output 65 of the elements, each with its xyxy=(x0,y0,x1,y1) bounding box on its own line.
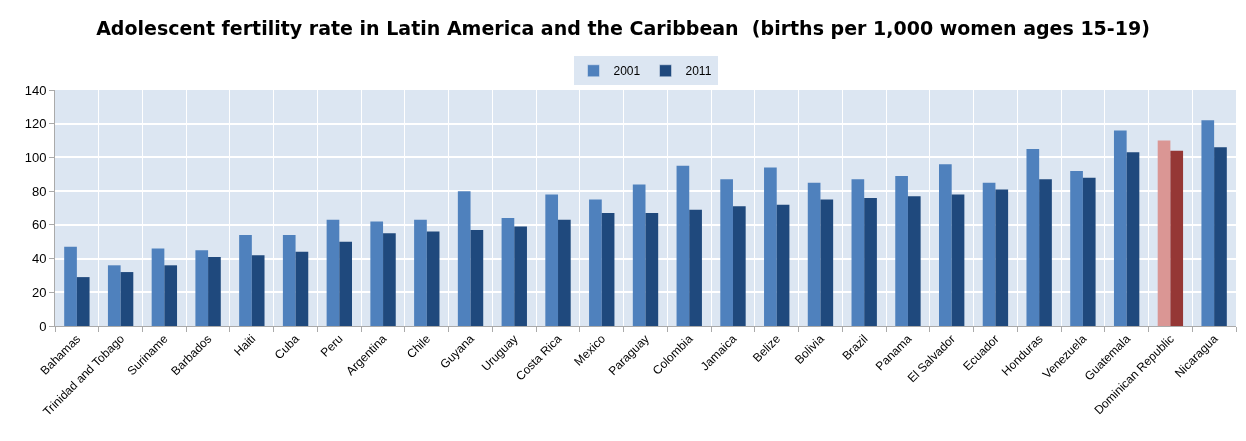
bar xyxy=(689,209,702,326)
bar xyxy=(120,272,134,326)
bar xyxy=(951,194,965,326)
bar xyxy=(720,179,733,326)
y-tick-label: 0 xyxy=(39,318,47,334)
bar xyxy=(601,213,615,326)
bar xyxy=(457,191,471,326)
bar xyxy=(776,204,790,326)
bar xyxy=(895,175,908,326)
bar xyxy=(1113,130,1127,326)
bar xyxy=(1026,149,1040,326)
legend-label: 2001 xyxy=(613,64,641,79)
bar xyxy=(501,218,515,326)
bar xyxy=(1039,179,1052,326)
bar xyxy=(107,265,121,326)
bar xyxy=(995,189,1009,326)
bar xyxy=(645,213,659,326)
bar xyxy=(426,231,440,326)
bar xyxy=(864,197,877,326)
bar xyxy=(164,265,178,326)
bar xyxy=(676,165,690,326)
bar xyxy=(282,234,296,326)
chart-title: Adolescent fertility rate in Latin America and the Caribbean (births per 1,000 women ages 15-19) xyxy=(96,17,1150,40)
bar xyxy=(239,234,252,326)
bar xyxy=(251,255,265,326)
y-tick-label: 100 xyxy=(24,149,47,165)
bar xyxy=(1201,120,1215,326)
bar xyxy=(514,226,527,326)
bar xyxy=(195,250,209,326)
y-tick-label: 120 xyxy=(24,116,47,132)
bar xyxy=(545,194,559,326)
bar xyxy=(370,221,384,326)
bar xyxy=(732,206,746,326)
bar xyxy=(470,229,484,326)
y-tick-label: 140 xyxy=(24,82,47,98)
bar xyxy=(76,277,90,326)
bar xyxy=(907,196,921,326)
bar xyxy=(326,219,340,326)
bar xyxy=(339,241,352,326)
bar xyxy=(414,219,427,326)
y-tick-label: 60 xyxy=(31,217,47,233)
bar xyxy=(64,246,77,326)
bar xyxy=(558,219,571,326)
bar xyxy=(1070,170,1083,326)
bar xyxy=(1170,150,1184,326)
bar xyxy=(1157,140,1171,326)
bar xyxy=(295,251,309,326)
bar xyxy=(807,182,821,326)
y-tick-label: 20 xyxy=(31,284,47,300)
bar xyxy=(383,233,396,326)
bar xyxy=(764,167,777,326)
y-tick-label: 80 xyxy=(31,183,47,199)
bar xyxy=(820,199,834,326)
bar xyxy=(982,182,996,326)
bar xyxy=(632,184,646,326)
bar xyxy=(939,164,952,326)
bar xyxy=(1126,152,1140,326)
bar xyxy=(1082,177,1096,326)
bar xyxy=(589,199,602,326)
bar xyxy=(151,248,165,326)
bar xyxy=(1214,147,1227,326)
legend-label: 2011 xyxy=(685,64,712,79)
bar xyxy=(851,179,865,326)
y-tick-label: 40 xyxy=(31,251,47,267)
bar xyxy=(208,256,221,326)
